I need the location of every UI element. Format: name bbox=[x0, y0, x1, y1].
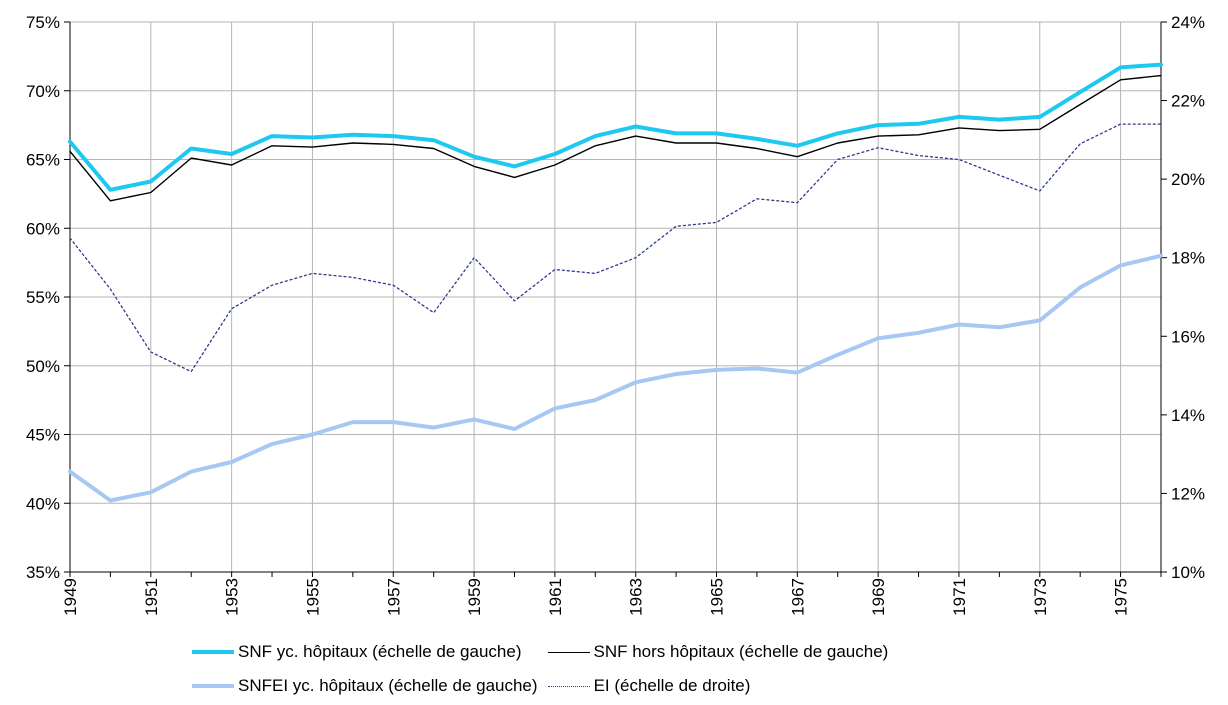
x-tick-label: 1961 bbox=[546, 578, 565, 616]
y-left-tick-label: 70% bbox=[26, 82, 60, 101]
x-tick-label: 1959 bbox=[465, 578, 484, 616]
gridlines bbox=[69, 21, 1161, 573]
x-tick-label: 1967 bbox=[788, 578, 807, 616]
y-right-tick-label: 22% bbox=[1171, 92, 1205, 111]
legend-item-ei: EI (échelle de droite) bbox=[547, 676, 751, 696]
axes bbox=[64, 21, 1167, 577]
y-right-tick-label: 18% bbox=[1171, 249, 1205, 268]
y-left-tick-label: 55% bbox=[26, 288, 60, 307]
x-tick-label: 1965 bbox=[708, 578, 727, 616]
y-right-tick-label: 20% bbox=[1171, 170, 1205, 189]
legend-swatch-snf-yc bbox=[192, 650, 234, 654]
legend-item-snf-yc: SNF yc. hôpitaux (échelle de gauche) bbox=[192, 642, 522, 662]
legend-row-2: SNFEI yc. hôpitaux (échelle de gauche) E… bbox=[192, 676, 758, 696]
series-line-2 bbox=[68, 253, 1163, 503]
legend-item-snfei: SNFEI yc. hôpitaux (échelle de gauche) bbox=[192, 676, 538, 696]
legend-label-snfei: SNFEI yc. hôpitaux (échelle de gauche) bbox=[238, 676, 538, 695]
legend-swatch-snf-hors bbox=[547, 651, 590, 653]
y-left-tick-label: 40% bbox=[26, 494, 60, 513]
y-left-tick-label: 35% bbox=[26, 563, 60, 582]
legend-label-snf-hors: SNF hors hôpitaux (échelle de gauche) bbox=[593, 642, 889, 661]
x-tick-label: 1975 bbox=[1112, 578, 1131, 616]
x-tick-label: 1953 bbox=[223, 578, 242, 616]
legend-swatch-snfei bbox=[192, 684, 234, 688]
y-left-tick-label: 75% bbox=[26, 13, 60, 32]
legend-swatch-ei bbox=[547, 685, 590, 687]
legend-label-snf-yc: SNF yc. hôpitaux (échelle de gauche) bbox=[238, 642, 522, 661]
x-tick-label: 1963 bbox=[627, 578, 646, 616]
y-right-tick-label: 12% bbox=[1171, 484, 1205, 503]
x-tick-label: 1971 bbox=[950, 578, 969, 616]
x-tick-label: 1957 bbox=[384, 578, 403, 616]
legend-row-1: SNF yc. hôpitaux (échelle de gauche) SNF… bbox=[192, 642, 896, 662]
y-left-tick-label: 50% bbox=[26, 357, 60, 376]
tick-labels: 35% 40% 45% 50% 55% 60% 65% 70% 75% 10% 12% 14% 16% 1… bbox=[26, 13, 1205, 616]
x-tick-label: 1951 bbox=[142, 578, 161, 616]
x-tick-label: 1969 bbox=[869, 578, 888, 616]
y-left-tick-label: 45% bbox=[26, 426, 60, 445]
x-tick-label: 1973 bbox=[1031, 578, 1050, 616]
y-right-tick-label: 14% bbox=[1171, 406, 1205, 425]
y-right-tick-label: 10% bbox=[1171, 563, 1205, 582]
legend-item-snf-hors: SNF hors hôpitaux (échelle de gauche) bbox=[547, 642, 889, 662]
series-line-1 bbox=[69, 74, 1162, 202]
series-line-0 bbox=[68, 62, 1163, 192]
x-tick-label: 1949 bbox=[61, 578, 80, 616]
series-lines bbox=[68, 62, 1163, 503]
y-left-tick-label: 60% bbox=[26, 219, 60, 238]
x-tick-label: 1955 bbox=[303, 578, 322, 616]
series-line-3 bbox=[69, 123, 1162, 373]
y-right-tick-label: 16% bbox=[1171, 327, 1205, 346]
legend-label-ei: EI (échelle de droite) bbox=[593, 676, 751, 695]
y-right-tick-label: 24% bbox=[1171, 13, 1205, 32]
y-left-tick-label: 65% bbox=[26, 151, 60, 170]
